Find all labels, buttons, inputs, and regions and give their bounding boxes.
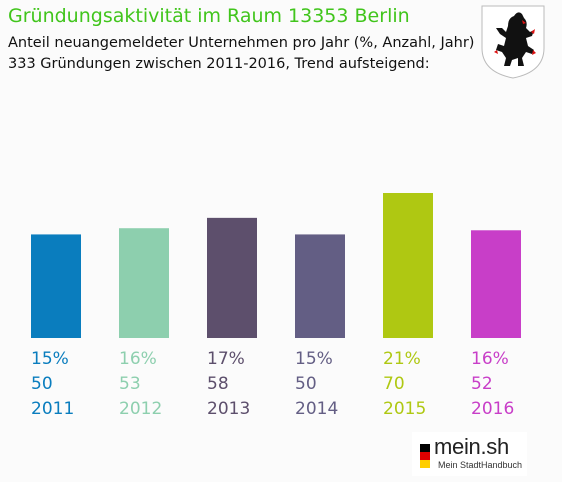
percent-label-2015: 21% xyxy=(383,349,421,369)
germany-flag-icon xyxy=(420,444,430,468)
percent-label-2013: 17% xyxy=(207,349,245,369)
percent-label-2016: 16% xyxy=(471,349,509,369)
percent-label-2011: 15% xyxy=(31,349,69,369)
value-label-2015: 70 xyxy=(383,374,405,394)
percent-label-2012: 16% xyxy=(119,349,157,369)
chart-title: Gründungsaktivität im Raum 13353 Berlin xyxy=(8,5,410,27)
year-label-2011: 2011 xyxy=(31,399,74,419)
year-label-2016: 2016 xyxy=(471,399,514,419)
year-label-2015: 2015 xyxy=(383,399,426,419)
brand-logo: mein.sh Mein StadtHandbuch xyxy=(412,432,527,476)
bar-2011 xyxy=(31,234,81,338)
value-label-2013: 58 xyxy=(207,374,229,394)
year-label-2013: 2013 xyxy=(207,399,250,419)
bar-2015 xyxy=(383,193,433,338)
year-label-2012: 2012 xyxy=(119,399,162,419)
value-label-2016: 52 xyxy=(471,374,493,394)
percent-label-2014: 15% xyxy=(295,349,333,369)
berlin-bear-crest-icon xyxy=(481,5,545,79)
value-label-2011: 50 xyxy=(31,374,53,394)
brand-name: mein.sh xyxy=(434,434,509,459)
value-label-2012: 53 xyxy=(119,374,141,394)
year-label-2014: 2014 xyxy=(295,399,338,419)
bar-2016 xyxy=(471,230,521,338)
bar-2014 xyxy=(295,234,345,338)
bar-2012 xyxy=(119,228,169,338)
chart-summary: 333 Gründungen zwischen 2011-2016, Trend… xyxy=(8,56,430,72)
value-label-2014: 50 xyxy=(295,374,317,394)
brand-tagline: Mein StadtHandbuch xyxy=(438,460,523,470)
chart-subtitle: Anteil neuangemeldeter Unternehmen pro J… xyxy=(8,35,475,51)
bar-2013 xyxy=(207,217,257,338)
